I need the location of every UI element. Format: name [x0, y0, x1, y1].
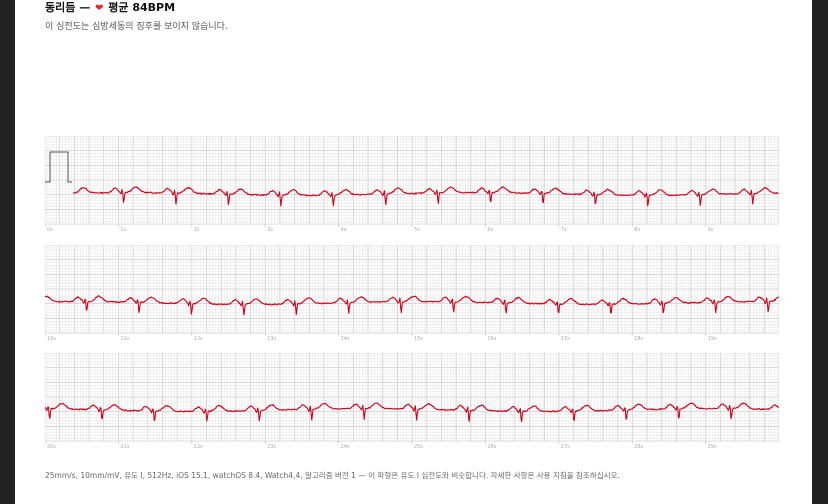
ecg-trace	[72, 186, 779, 207]
time-tick-label: 4s	[341, 227, 347, 232]
ecg-strip-1: 0s 1s 2s 3s 4s 5s 6s 7s 8s 9s	[45, 136, 779, 232]
ecg-trace	[45, 402, 779, 423]
time-tick-label: 6s	[487, 227, 493, 232]
ecg-grid-major	[45, 245, 779, 334]
ecg-summary: 이 심전도는 심방세동의 징후를 보이지 않습니다.	[45, 22, 228, 32]
calibration-pulse	[45, 151, 72, 183]
time-tick-label: 11s	[120, 336, 129, 341]
time-tick-label: 9s	[708, 227, 714, 232]
ecg-strip-svg: 20s 21s 22s 23s 24s 25s 26s 27s 28s 29s	[45, 353, 779, 449]
time-tick-label: 20s	[47, 444, 56, 449]
time-tick-label: 23s	[267, 444, 276, 449]
time-tick-label: 29s	[708, 444, 717, 449]
ecg-strip-svg: 0s 1s 2s 3s 4s 5s 6s 7s 8s 9s	[45, 136, 779, 232]
time-tick-label: 7s	[561, 227, 567, 232]
ecg-trace	[45, 295, 779, 316]
recording-details: 25mm/s, 10mm/mV, 유도 I, 512Hz, iOS 15.1, …	[45, 471, 620, 480]
time-tick-label: 25s	[414, 444, 423, 449]
ecg-report-page: 동리듬 — ❤ 평균 84BPM 이 심전도는 심방세동의 징후를 보이지 않습…	[15, 0, 812, 504]
avg-bpm-label: 평균 84BPM	[108, 1, 176, 14]
time-tick-label: 13s	[267, 336, 276, 341]
time-tick-label: 8s	[634, 227, 640, 232]
time-tick-label: 21s	[120, 444, 129, 449]
time-tick-label: 18s	[634, 336, 643, 341]
ecg-strip-svg: 10s 11s 12s 13s 14s 15s 16s 17s 18s 19s	[45, 245, 779, 341]
time-tick-label: 17s	[561, 336, 570, 341]
time-tick-label: 10s	[47, 336, 56, 341]
time-tick-label: 1s	[120, 227, 126, 232]
ecg-grid-major	[45, 136, 779, 225]
rhythm-title: 동리듬 — ❤ 평균 84BPM	[45, 0, 175, 15]
time-tick-label: 16s	[487, 336, 496, 341]
time-tick-label: 26s	[487, 444, 496, 449]
time-tick-label: 19s	[708, 336, 717, 341]
time-tick-label: 0s	[47, 227, 53, 232]
time-tick-label: 15s	[414, 336, 423, 341]
time-tick-label: 27s	[561, 444, 570, 449]
time-tick-label: 2s	[194, 227, 200, 232]
time-tick-label: 22s	[194, 444, 203, 449]
ecg-strip-3: 20s 21s 22s 23s 24s 25s 26s 27s 28s 29s	[45, 353, 779, 449]
ecg-grid-major	[45, 353, 779, 442]
time-tick-label: 28s	[634, 444, 643, 449]
heart-icon: ❤	[95, 3, 104, 14]
time-tick-label: 14s	[341, 336, 350, 341]
time-tick-label: 12s	[194, 336, 203, 341]
time-tick-label: 3s	[267, 227, 273, 232]
time-tick-label: 24s	[341, 444, 350, 449]
time-tick-label: 5s	[414, 227, 420, 232]
rhythm-label: 동리듬 —	[45, 1, 91, 14]
ecg-strip-2: 10s 11s 12s 13s 14s 15s 16s 17s 18s 19s	[45, 245, 779, 341]
